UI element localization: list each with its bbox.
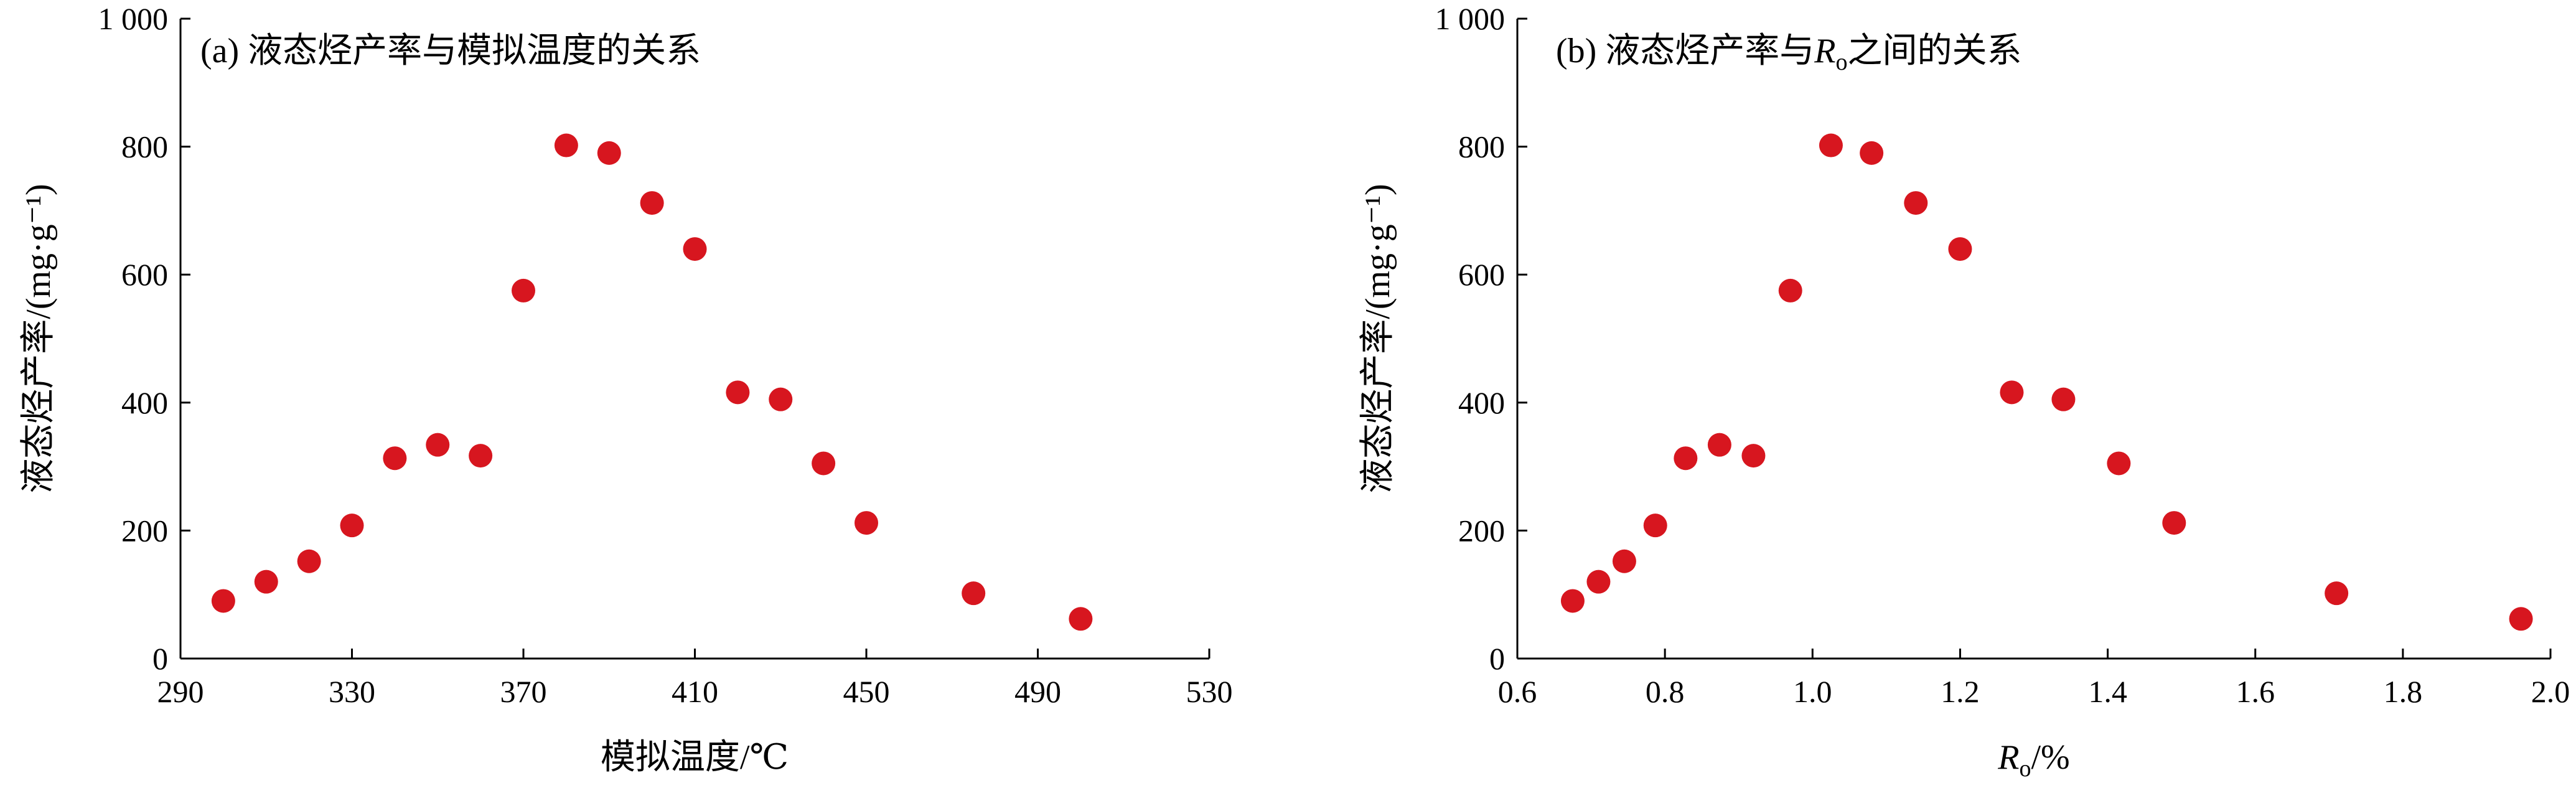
panel-b-data-point [2107,451,2131,476]
panel-a-data-point [297,549,321,573]
panel-b-data-point [1586,570,1611,594]
panel-b-data-point [2000,380,2024,405]
panel-b-x-tick-label: 1.4 [2088,674,2127,709]
panel-b: 0.6 0.8 1.0 1.2 1.4 1.6 1.8 2.0 0 200 400 600 800 1 … [1359,1,2570,782]
panel-b-y-tick-label: 0 [1489,641,1505,676]
panel-b-data-point [1819,133,1843,157]
panel-a-data-point [211,589,235,613]
panel-a-title: (a) 液态烃产率与模拟温度的关系 [200,32,701,70]
panel-a-data-point [469,444,493,468]
panel-a-points [211,133,1093,631]
panel-a-data-point [683,237,707,261]
panel-b-y-tick-label: 800 [1458,129,1505,164]
panel-a-data-point [340,514,364,538]
panel-b-y-tick-label: 600 [1458,257,1505,292]
panel-a: 290 330 370 410 450 490 530 0 200 400 600 800 1 000… [19,1,1233,777]
panel-a-data-point [597,141,621,165]
panel-b-y-axis-label: 液态烃产率/(mg·g⁻¹) [1359,184,1397,493]
panel-b-x-tick-label: 1.6 [2236,674,2275,709]
panel-b-data-point [2509,607,2533,631]
panel-a-y-tick-label: 200 [121,513,168,548]
panel-a-x-tick-label: 330 [329,674,375,709]
panel-a-data-point [962,581,986,606]
panel-a-x-tick-label: 530 [1186,674,1233,709]
panel-a-x-tick-label: 290 [157,674,204,709]
panel-b-data-point [1904,191,1928,215]
panel-b-data-point [1778,278,1802,303]
panel-b-x-tick-label: 0.6 [1498,674,1537,709]
panel-a-data-point [554,133,578,157]
panel-b-data-point [1948,237,1972,261]
panel-a-x-ticks: 290 330 370 410 450 490 530 [157,649,1233,709]
panel-b-x-ticks: 0.6 0.8 1.0 1.2 1.4 1.6 1.8 2.0 [1498,649,2570,709]
panel-b-data-point [2325,581,2349,606]
panel-b-data-point [1612,549,1636,573]
panel-a-y-ticks: 0 200 400 600 800 1 000 [98,1,190,676]
panel-b-data-point [1643,514,1667,538]
panel-b-data-point [1860,141,1884,165]
panel-a-data-point [426,433,450,457]
panel-a-data-point [254,570,278,594]
panel-a-y-tick-label: 600 [121,257,168,292]
panel-b-x-tick-label: 1.0 [1793,674,1832,709]
panel-a-y-tick-label: 1 000 [98,1,169,36]
panel-a-y-tick-label: 800 [121,129,168,164]
panel-a-data-point [640,191,664,215]
panel-b-points [1560,133,2533,631]
panel-a-x-tick-label: 410 [672,674,718,709]
panel-a-y-axis-label: 液态烃产率/(mg·g⁻¹) [19,184,58,493]
panel-a-data-point [383,446,407,471]
panel-a-x-axis-label: 模拟温度/℃ [601,738,789,777]
panel-a-y-tick-label: 400 [121,385,168,420]
panel-b-x-tick-label: 1.2 [1941,674,1980,709]
panel-b-title: (b) 液态烃产率与Ro之间的关系 [1556,32,2022,75]
panel-b-x-tick-label: 2.0 [2531,674,2570,709]
panel-b-x-axis-label: Ro/% [1997,738,2069,782]
panel-b-y-ticks: 0 200 400 600 800 1 000 [1435,1,1527,676]
panel-a-data-point [726,380,750,405]
panel-b-y-tick-label: 1 000 [1435,1,1506,36]
panel-b-data-point [1560,589,1585,613]
panel-b-data-point [1741,444,1766,468]
panel-b-data-point [1707,433,1731,457]
panel-b-x-tick-label: 1.8 [2384,674,2423,709]
panel-b-data-point [1674,446,1698,471]
panel-a-data-point [1069,607,1093,631]
panel-a-x-tick-label: 450 [843,674,890,709]
panel-a-data-point [769,387,793,411]
panel-b-data-point [2051,387,2076,411]
panel-a-data-point [512,278,535,303]
panel-a-data-point [812,451,836,476]
panel-a-x-tick-label: 490 [1014,674,1061,709]
panel-b-y-tick-label: 400 [1458,385,1505,420]
panel-b-y-tick-label: 200 [1458,513,1505,548]
panel-a-data-point [855,511,878,535]
panel-a-y-tick-label: 0 [152,641,168,676]
panel-b-data-point [2162,511,2186,535]
panel-a-x-tick-label: 370 [500,674,547,709]
panel-b-x-tick-label: 0.8 [1646,674,1685,709]
